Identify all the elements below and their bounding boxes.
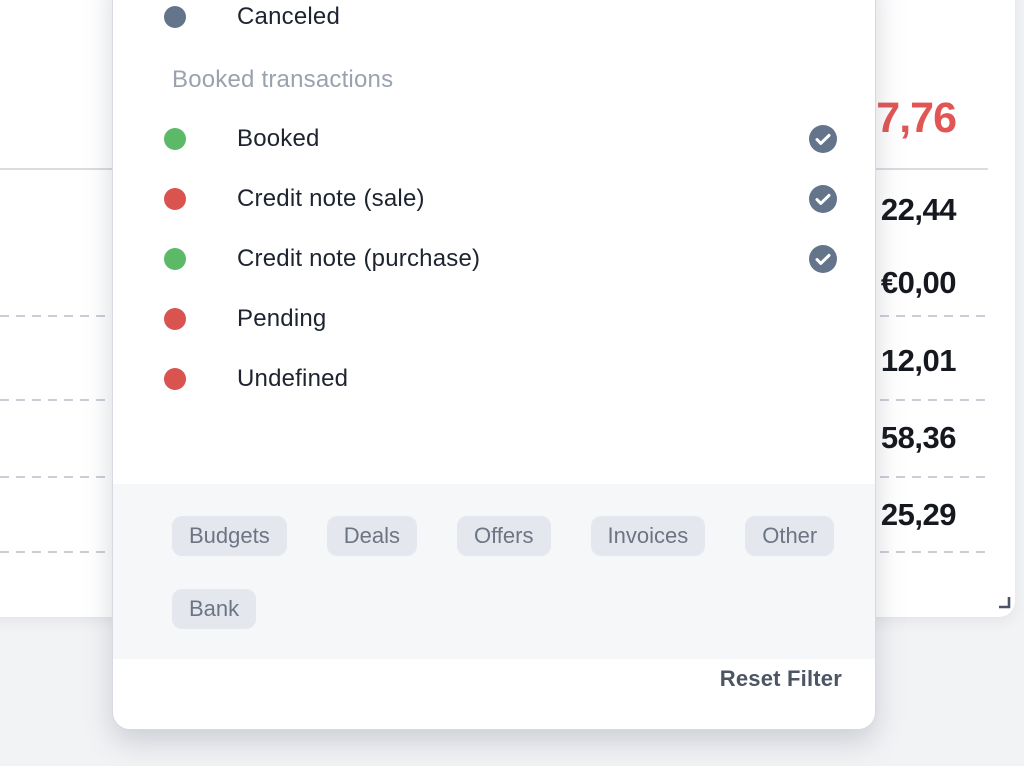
check-icon (809, 125, 837, 153)
amount-value: 12,01 (880, 343, 957, 378)
filter-option-label: Booked (237, 125, 320, 152)
status-dot (164, 188, 186, 210)
status-dot (164, 368, 186, 390)
status-dot (164, 248, 186, 270)
filter-option-label: Credit note (sale) (237, 185, 425, 212)
amount-total-negative: 7,76 (876, 94, 957, 142)
filter-option-label: Canceled (237, 3, 341, 30)
amount-value: 22,44 (880, 192, 957, 227)
status-dot (164, 6, 186, 28)
filter-option-canceled[interactable]: Canceled (113, 0, 875, 35)
amount-value: €0,00 (880, 265, 957, 300)
filter-option-pending[interactable]: Pending (113, 301, 875, 337)
amount-value: 25,29 (880, 497, 957, 532)
tag-budgets[interactable]: Budgets (172, 516, 287, 556)
check-icon (809, 245, 837, 273)
filter-option-label: Credit note (purchase) (237, 245, 481, 272)
resize-handle-icon[interactable] (997, 595, 1011, 609)
section-header: Booked transactions (172, 66, 394, 93)
reset-filter-button[interactable]: Reset Filter (719, 666, 842, 691)
filter-popover: Canceled Booked transactions Booked Cred… (112, 0, 876, 730)
filter-option-booked[interactable]: Booked (113, 121, 875, 157)
tag-deals[interactable]: Deals (326, 516, 417, 556)
popover-footer: Reset Filter (113, 659, 875, 729)
filter-option-credit-note-purchase[interactable]: Credit note (purchase) (113, 241, 875, 277)
tag-invoices[interactable]: Invoices (590, 516, 706, 556)
tag-filter-section: Budgets Deals Offers Invoices Other Bank (113, 484, 875, 659)
status-dot (164, 308, 186, 330)
filter-option-label: Pending (237, 305, 327, 332)
tag-row: Budgets Deals Offers Invoices Other (172, 516, 835, 556)
tag-bank[interactable]: Bank (172, 589, 257, 629)
tag-other[interactable]: Other (745, 516, 835, 556)
filter-option-credit-note-sale[interactable]: Credit note (sale) (113, 181, 875, 217)
status-dot (164, 128, 186, 150)
filter-option-undefined[interactable]: Undefined (113, 361, 875, 397)
check-icon (809, 185, 837, 213)
amount-value: 58,36 (880, 420, 957, 455)
tag-row: Bank (172, 589, 825, 629)
tag-offers[interactable]: Offers (456, 516, 551, 556)
filter-option-label: Undefined (237, 365, 349, 392)
